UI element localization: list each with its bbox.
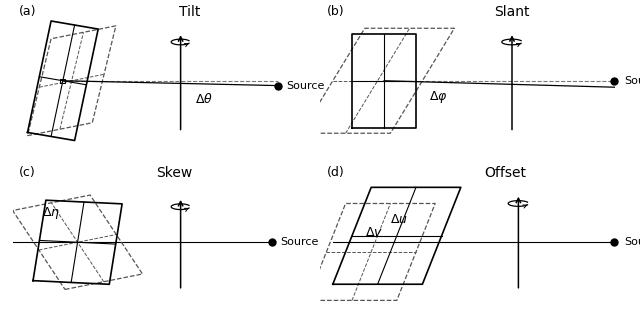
Text: $\Delta v$: $\Delta v$	[365, 226, 383, 239]
Text: (a): (a)	[19, 5, 36, 18]
Text: Skew: Skew	[157, 166, 193, 180]
Text: $\Delta\theta$: $\Delta\theta$	[195, 91, 213, 106]
Text: (d): (d)	[326, 166, 344, 179]
Text: Slant: Slant	[494, 5, 530, 19]
Text: Source: Source	[287, 81, 325, 90]
Text: $\Delta u$: $\Delta u$	[390, 213, 408, 226]
Text: (c): (c)	[19, 166, 35, 179]
Text: (b): (b)	[326, 5, 344, 18]
Text: Tilt: Tilt	[179, 5, 200, 19]
Text: Offset: Offset	[484, 166, 527, 180]
Text: Source: Source	[281, 237, 319, 247]
Text: Source: Source	[624, 76, 640, 86]
Text: $\Delta\varphi$: $\Delta\varphi$	[429, 89, 447, 105]
Text: $\Delta\eta$: $\Delta\eta$	[42, 205, 60, 221]
Text: Source: Source	[624, 237, 640, 247]
